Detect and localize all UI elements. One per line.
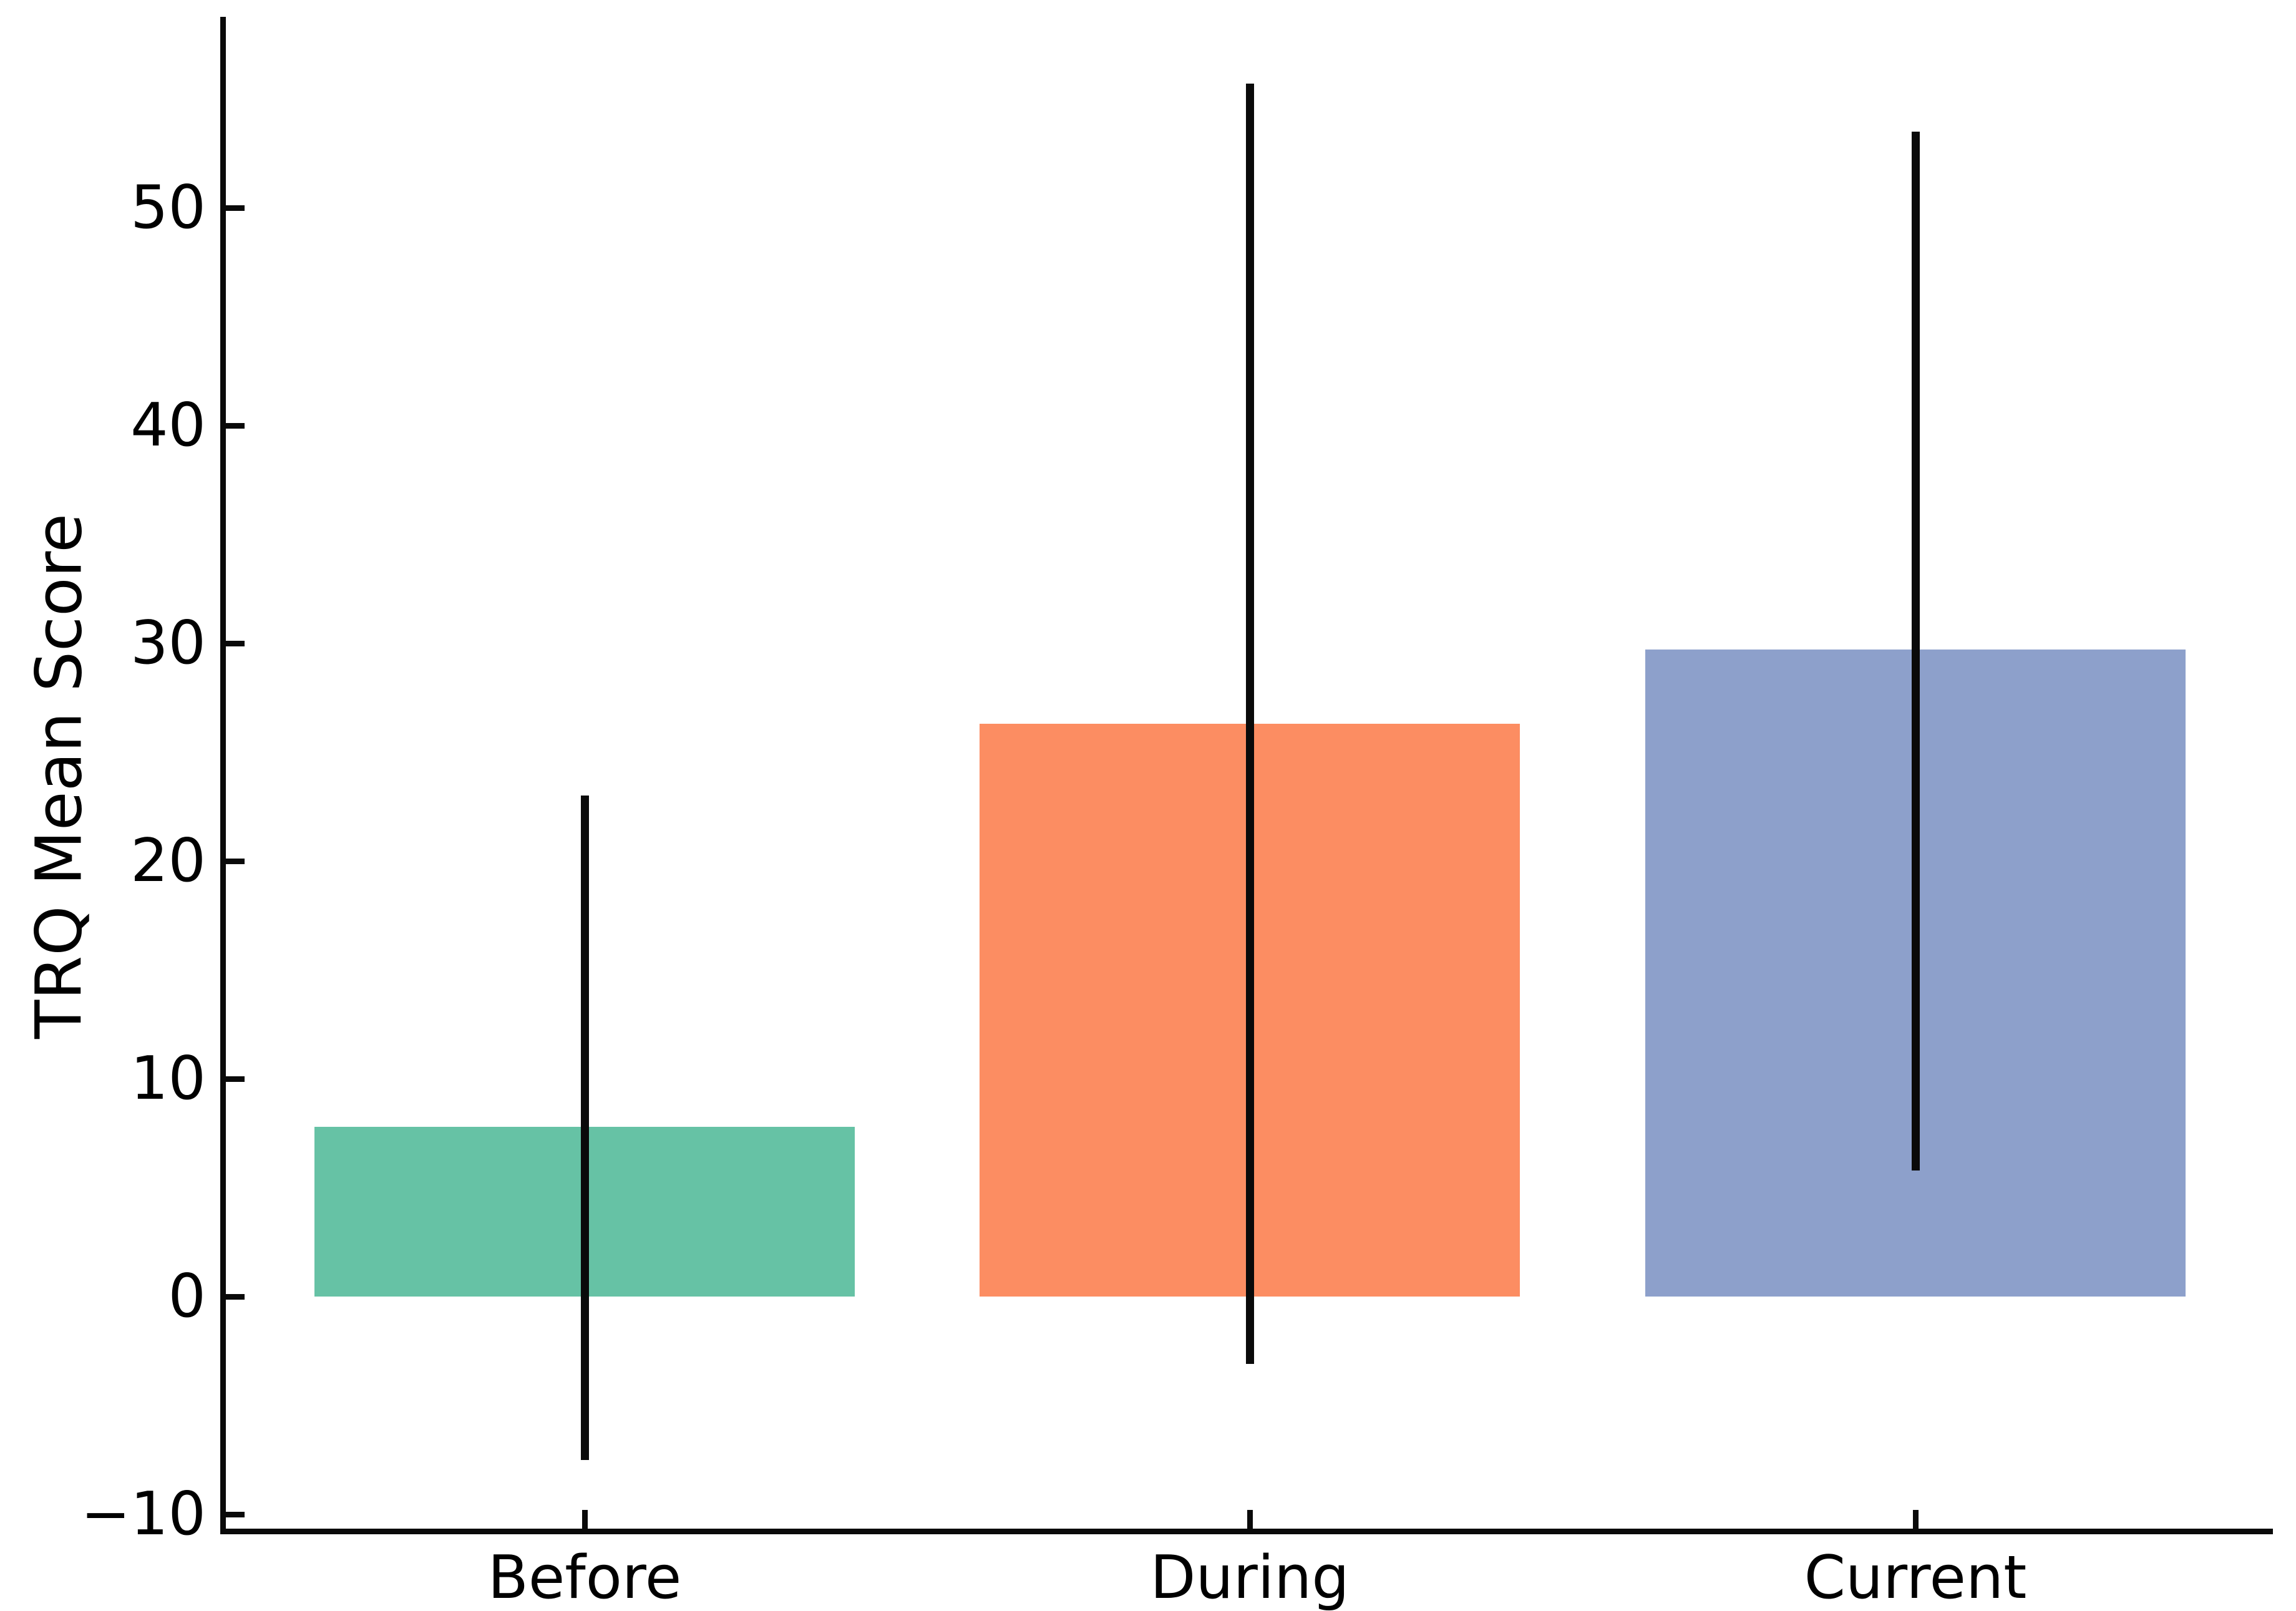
- x-tick-label-during: During: [1150, 1544, 1350, 1611]
- y-tick-label: 20: [130, 827, 206, 895]
- y-tick: [226, 859, 245, 864]
- error-bar-before: [580, 796, 589, 1460]
- y-tick: [226, 423, 245, 429]
- x-tick: [582, 1510, 588, 1529]
- error-bar-during: [1245, 84, 1254, 1365]
- error-bar-current: [1911, 131, 1920, 1171]
- x-tick-label-before: Before: [487, 1544, 682, 1611]
- y-tick-label: 30: [130, 609, 206, 678]
- y-tick: [226, 1512, 245, 1517]
- y-tick: [226, 205, 245, 211]
- x-tick-label-current: Current: [1804, 1544, 2027, 1611]
- y-tick-label: 0: [168, 1262, 206, 1331]
- y-tick-label: 40: [130, 391, 206, 460]
- y-axis-label: TRQ Mean Score: [22, 513, 97, 1039]
- x-tick: [1913, 1510, 1919, 1529]
- x-tick: [1247, 1510, 1253, 1529]
- y-tick-label: 10: [130, 1044, 206, 1113]
- y-tick: [226, 641, 245, 646]
- y-axis-spine: [220, 17, 226, 1534]
- y-tick-label: −10: [80, 1480, 206, 1549]
- y-tick: [226, 1076, 245, 1082]
- x-axis-spine: [220, 1529, 2273, 1534]
- y-tick-label: 50: [130, 173, 206, 242]
- y-tick: [226, 1294, 245, 1300]
